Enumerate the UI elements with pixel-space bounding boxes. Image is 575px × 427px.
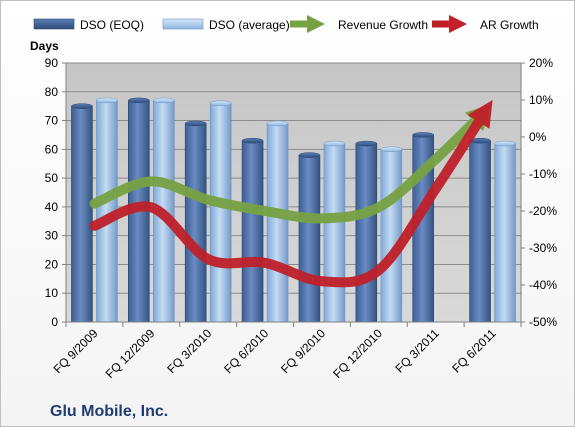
bar-cap — [380, 146, 403, 153]
legend-item: AR Growth — [432, 14, 539, 34]
bar-body — [355, 143, 378, 323]
legend-label: DSO (average) — [209, 18, 290, 32]
y-tick-label-right: -10% — [529, 167, 557, 181]
bar-body — [209, 102, 232, 323]
x-tick-label: FQ 9/2009 — [51, 326, 101, 376]
bar-cap — [96, 97, 118, 104]
y-tick-label-right: -50% — [529, 315, 557, 329]
legend-label: Revenue Growth — [338, 18, 428, 32]
bar-body — [380, 149, 403, 323]
bar-dso-eoq — [298, 152, 321, 323]
bar-cap — [128, 97, 150, 104]
bar-cap — [494, 140, 516, 147]
bar-dso-eoq — [355, 140, 378, 323]
legend-label: AR Growth — [480, 18, 539, 32]
bar-dso-average — [380, 146, 403, 323]
bar-dso-average — [494, 140, 516, 323]
x-tick-labels: FQ 9/2009 FQ 12/2009 FQ 3/2010 FQ 6/2010 FQ … — [51, 326, 499, 381]
bar-cap — [71, 103, 93, 109]
legend-swatch — [33, 18, 75, 30]
bar-dso-average — [266, 120, 289, 323]
y-axis-title-left: Days — [30, 39, 59, 53]
x-tick-label: FQ 3/2010 — [164, 326, 214, 376]
bar-cap — [184, 120, 207, 127]
legend: DSO (EOQ) DSO (average) Revenue Growth AR G… — [33, 14, 539, 34]
bar-cap — [323, 140, 346, 147]
y-tick-label-right: 20% — [529, 56, 553, 70]
legend-item: Revenue Growth — [290, 14, 428, 34]
bar-cap — [412, 132, 434, 138]
legend-item: DSO (average) — [162, 18, 290, 32]
y-tick-label-left: 10 — [45, 286, 59, 300]
legend-item: DSO (EOQ) — [33, 18, 144, 32]
bar-body — [241, 140, 264, 323]
growth-lines — [89, 99, 493, 288]
bar-dso-average — [323, 140, 346, 323]
bar-cap — [298, 152, 321, 158]
y-tick-label-right: -30% — [529, 241, 557, 255]
bar-body — [469, 140, 491, 323]
legend-swatch — [162, 18, 204, 30]
bar-dso-eoq — [469, 137, 491, 323]
y-tick-label-right: 0% — [529, 130, 547, 144]
y-tick-label-left: 20 — [45, 257, 59, 271]
line-ar-growth — [89, 99, 493, 288]
x-tick-label: FQ 3/2011 — [392, 326, 442, 376]
left-tick-labels: 0 10 20 30 40 50 60 70 80 90 — [45, 56, 66, 329]
bar-body — [323, 143, 346, 323]
y-tick-label-right: 10% — [529, 93, 553, 107]
bar-dso-eoq — [184, 120, 207, 323]
y-tick-label-right: -20% — [529, 204, 557, 218]
y-tick-label-left: 50 — [45, 171, 59, 185]
bar-body — [298, 154, 321, 323]
bar-cap — [153, 97, 175, 104]
bar-body — [266, 123, 289, 323]
y-tick-label-right: -40% — [529, 278, 557, 292]
legend-label: DSO (EOQ) — [80, 18, 144, 32]
bar-dso-average — [209, 100, 232, 323]
y-tick-label-left: 0 — [51, 315, 58, 329]
right-tick-labels: -50% -40% -30% -20% -10% 0% 10% 20% — [521, 56, 557, 329]
x-tick-label: FQ 9/2010 — [278, 326, 328, 376]
bar-cap — [266, 120, 289, 127]
bar-body — [71, 105, 93, 323]
y-tick-label-left: 90 — [45, 56, 59, 70]
bar-cap — [241, 137, 264, 144]
y-tick-label-left: 40 — [45, 200, 59, 214]
x-tick-label: FQ 6/2010 — [221, 326, 271, 376]
bar-cap — [209, 100, 232, 107]
x-tick-label: FQ 6/2011 — [449, 326, 499, 376]
x-tick-label: FQ 12/2010 — [330, 326, 385, 381]
y-tick-label-left: 80 — [45, 85, 59, 99]
bar-body — [184, 123, 207, 323]
line-revenue-growth — [89, 103, 493, 224]
y-tick-label-left: 70 — [45, 114, 59, 128]
y-tick-label-left: 30 — [45, 229, 59, 243]
bar-dso-eoq — [241, 137, 264, 323]
y-tick-label-left: 60 — [45, 142, 59, 156]
bar-dso-average — [96, 97, 118, 323]
chart-title: Glu Mobile, Inc. — [50, 403, 168, 420]
bar-body — [494, 143, 516, 323]
bar-dso-eoq — [71, 103, 93, 323]
bar-cap — [355, 140, 378, 147]
axes — [65, 63, 522, 327]
x-tick-label: FQ 12/2009 — [103, 326, 158, 381]
